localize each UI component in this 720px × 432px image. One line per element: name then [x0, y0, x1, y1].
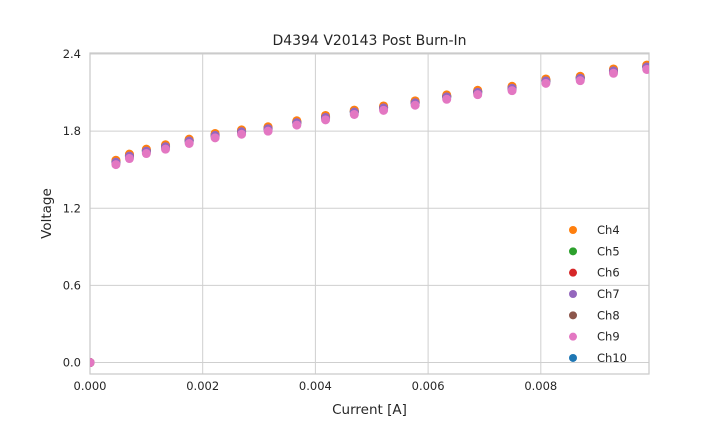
scatter-point-ch9: [111, 160, 121, 170]
y-tick-label: 2.4: [63, 47, 81, 61]
scatter-point-ch9: [184, 139, 194, 149]
legend-marker-ch6: [569, 268, 577, 277]
scatter-point-ch9: [507, 86, 517, 96]
y-axis-title: Voltage: [39, 188, 55, 239]
x-tick-label: 0.006: [412, 379, 445, 393]
scatter-point-ch9: [379, 105, 389, 115]
x-tick-label: 0.008: [524, 379, 557, 393]
scatter-point-ch9: [210, 133, 220, 143]
legend-marker-ch5: [569, 247, 577, 256]
x-tick-label: 0.002: [186, 379, 219, 393]
scatter-point-ch9: [263, 126, 273, 136]
scatter-point-ch9: [349, 109, 359, 119]
legend-label-ch9: Ch9: [597, 330, 620, 344]
scatter-points: [90, 60, 649, 368]
legend-label-ch7: Ch7: [597, 287, 620, 301]
y-tick-label: 1.8: [63, 124, 81, 138]
legend: Ch4 Ch5 Ch6 Ch7 Ch8 Ch9 Ch10: [569, 223, 627, 365]
scatter-point-ch9: [541, 78, 551, 88]
legend-marker-ch9: [569, 332, 577, 341]
scatter-point-ch9: [442, 94, 452, 104]
scatter-point-ch9: [473, 90, 483, 100]
scatter-point-ch9: [608, 68, 618, 78]
legend-marker-ch4: [569, 226, 577, 234]
legend-marker-ch8: [569, 311, 577, 320]
legend-label-ch10: Ch10: [597, 351, 627, 365]
chart-title: D4394 V20143 Post Burn-In: [272, 33, 467, 49]
x-tick-label: 0.004: [299, 379, 332, 393]
scatter-point-ch9: [90, 358, 95, 368]
y-tick-label: 0.0: [63, 356, 81, 370]
scatter-point-ch9: [237, 129, 247, 139]
y-tick-label: 1.2: [63, 201, 81, 215]
legend-label-ch4: Ch4: [597, 223, 620, 237]
scatter-point-ch9: [321, 115, 331, 125]
legend-label-ch5: Ch5: [597, 244, 620, 258]
legend-marker-ch7: [569, 289, 577, 298]
scatter-point-ch9: [575, 76, 585, 86]
plot-border: [89, 52, 650, 375]
scatter-point-ch9: [410, 100, 420, 110]
legend-label-ch6: Ch6: [597, 266, 620, 280]
y-tick-label: 0.6: [63, 278, 81, 292]
scatter-point-ch9: [124, 154, 134, 164]
scatter-point-ch9: [292, 120, 302, 130]
x-tick-label: 0.000: [74, 379, 107, 393]
scatter-point-ch9: [141, 149, 151, 159]
x-axis-title: Current [A]: [332, 402, 407, 418]
legend-label-ch8: Ch8: [597, 308, 620, 322]
scatter-point-ch9: [642, 64, 649, 74]
scatter-point-ch9: [161, 144, 171, 154]
legend-marker-ch10: [569, 353, 577, 362]
